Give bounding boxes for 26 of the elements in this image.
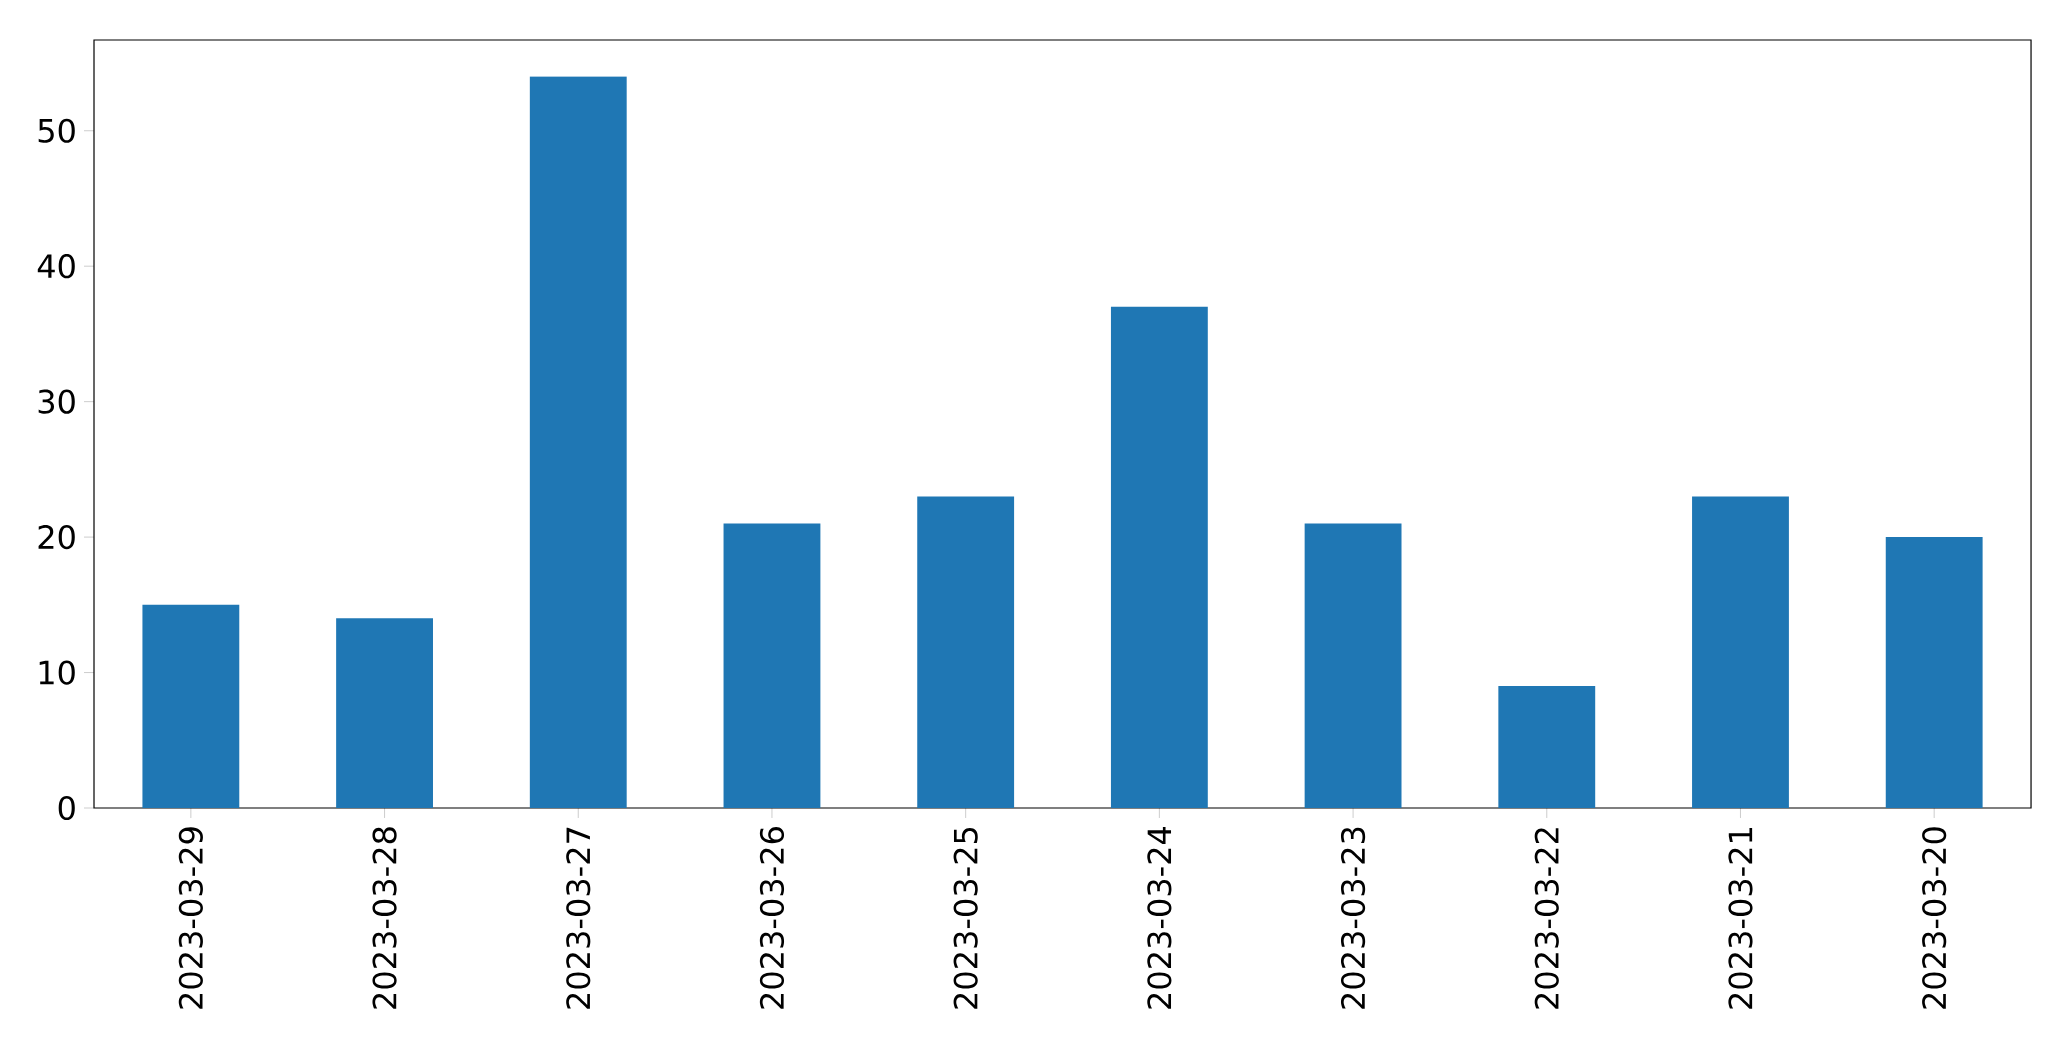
- x-tick-label: 2023-03-26: [759, 827, 785, 1009]
- bar: [142, 604, 240, 808]
- x-tick-label: 2023-03-21: [1728, 828, 1753, 1009]
- bar: [1110, 306, 1208, 808]
- bar: [529, 76, 627, 808]
- bar: [1498, 686, 1596, 808]
- bar: [1692, 496, 1789, 808]
- x-tick-label: 2023-03-27: [566, 827, 591, 1009]
- x-tick-label: 2023-03-29: [178, 827, 203, 1009]
- y-tick-label: 10: [39, 660, 75, 685]
- x-tick-label: 2023-03-20: [1922, 827, 1947, 1009]
- x-tick-label: 2023-03-24: [1147, 826, 1172, 1009]
- y-tick-label: 20: [38, 525, 75, 550]
- bar: [1304, 523, 1402, 808]
- y-tick-label: 50: [38, 118, 75, 143]
- bar: [336, 618, 433, 808]
- x-tick-label: 2023-03-22: [1534, 828, 1559, 1009]
- bar: [1885, 537, 1983, 808]
- y-tick-label: 30: [38, 389, 75, 414]
- y-tick-label: 40: [37, 254, 75, 279]
- bar: [917, 496, 1015, 808]
- x-tick-label: 2023-03-28: [372, 827, 397, 1009]
- x-tick-label: 2023-03-25: [953, 827, 978, 1009]
- x-tick-label: 2023-03-23: [1340, 827, 1366, 1009]
- y-tick-label: 0: [58, 795, 75, 821]
- bar: [723, 523, 821, 808]
